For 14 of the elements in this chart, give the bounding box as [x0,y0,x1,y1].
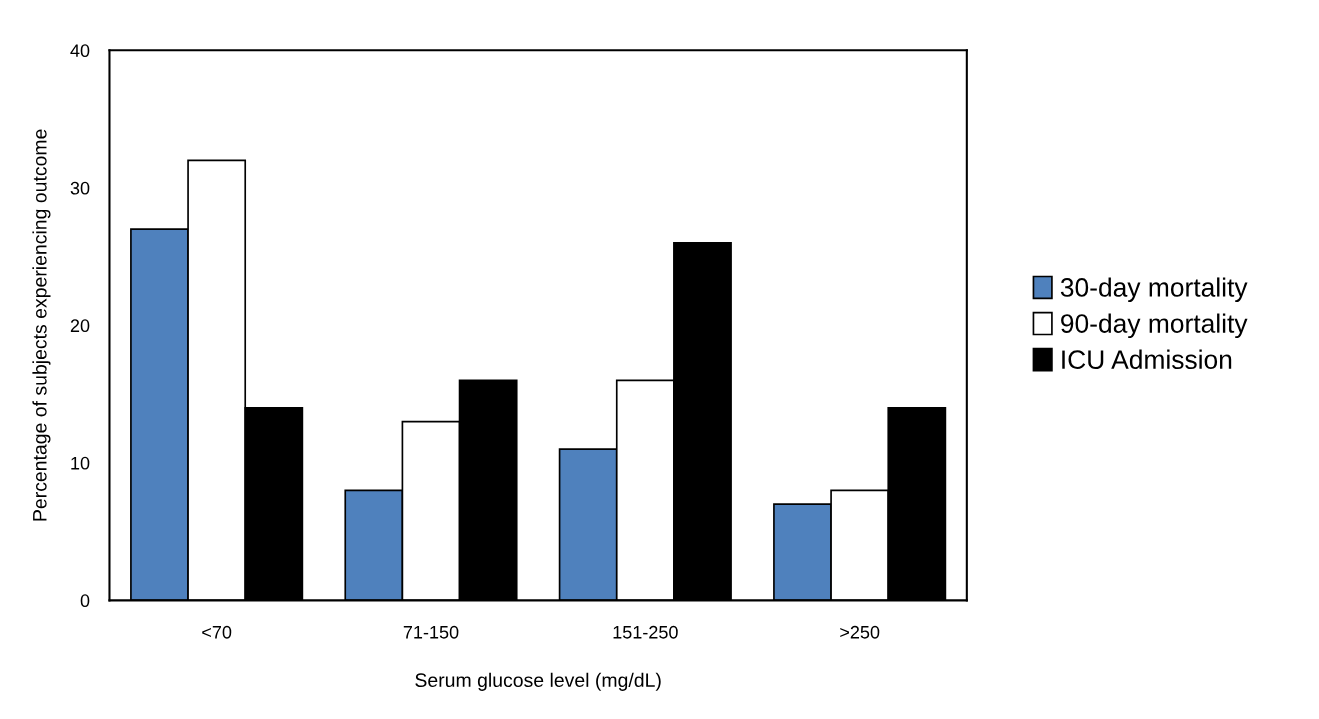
x-axis-title: Serum glucose level (mg/dL) [415,672,661,691]
y-tick-label: 0 [80,594,90,608]
y-tick-label: 20 [70,319,90,333]
y-tick-label: 30 [70,181,90,195]
x-tick-label: <70 [202,625,232,639]
y-axis-title: Percentage of subjects experiencing outcome [32,129,51,521]
legend-label: ICU Admission [1062,349,1232,369]
legend-label: 30-day mortality [1060,277,1248,303]
legend-label: 90-day mortality [1061,313,1248,339]
y-tick-label: 10 [71,456,90,470]
x-tick-label: 71-150 [403,625,459,639]
x-tick-label: 151-250 [613,625,678,639]
y-tick-label: 40 [70,44,90,58]
x-tick-label: >250 [840,625,880,639]
